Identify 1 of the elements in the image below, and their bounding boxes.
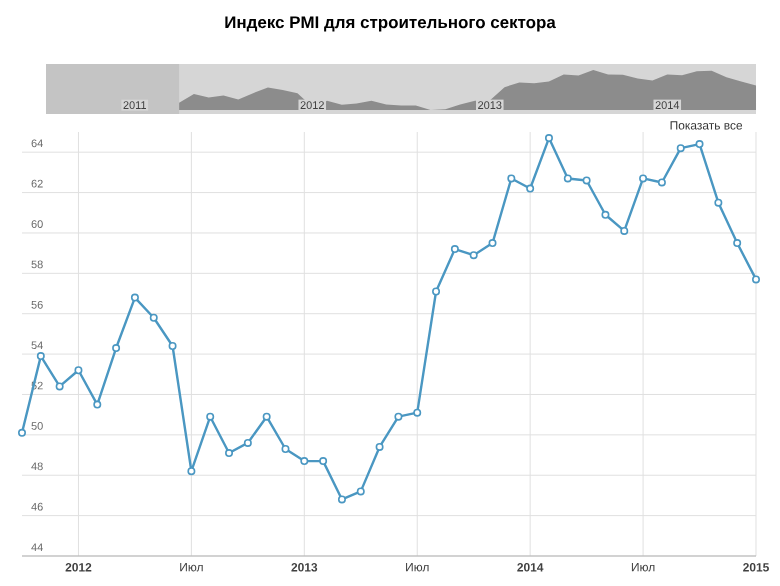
chart-title: Индекс PMI для строительного сектора [225, 16, 556, 32]
